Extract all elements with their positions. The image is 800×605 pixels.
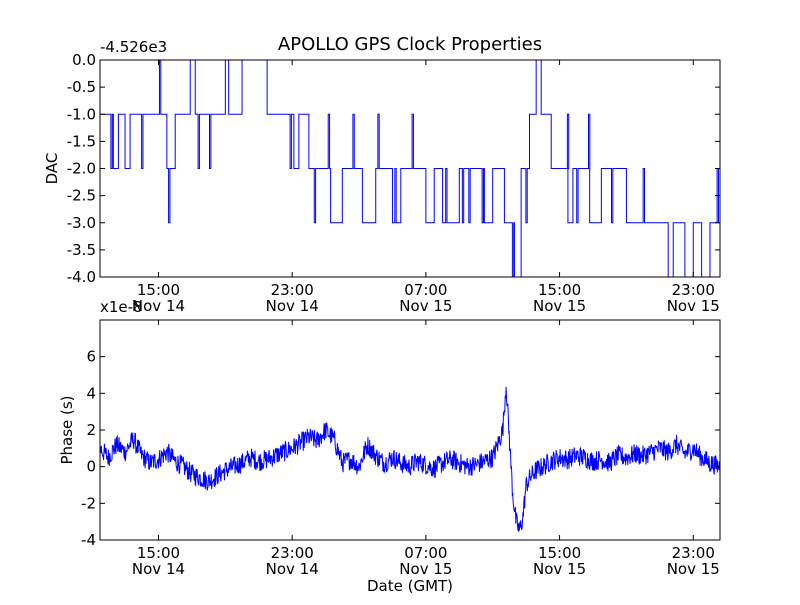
x-tick-label-date: Nov 14 xyxy=(132,560,185,578)
x-tick-label-date: Nov 15 xyxy=(667,560,720,578)
x-tick-label-date: Nov 14 xyxy=(266,297,319,315)
x-tick-label-date: Nov 15 xyxy=(667,297,720,315)
x-tick-label-time: 23:00 xyxy=(271,544,314,562)
y-axis-label: DAC xyxy=(43,153,61,185)
y-tick-label: -1.5 xyxy=(67,132,96,150)
x-tick-label-time: 15:00 xyxy=(538,544,581,562)
y-tick-label: 0.0 xyxy=(72,51,96,69)
x-tick-label-date: Nov 15 xyxy=(533,297,586,315)
y-tick-label: -1.0 xyxy=(67,105,96,123)
x-axis-label: Date (GMT) xyxy=(367,577,453,595)
y-tick-label: -3.0 xyxy=(67,214,96,232)
x-tick-label-date: Nov 14 xyxy=(132,297,185,315)
y-tick-label: 4 xyxy=(86,384,96,402)
x-tick-label-time: 15:00 xyxy=(137,544,180,562)
y-tick-label: -3.5 xyxy=(67,241,96,259)
y-offset-text: x1e-8 xyxy=(100,298,143,316)
x-tick-label-date: Nov 15 xyxy=(533,560,586,578)
x-tick-label-time: 07:00 xyxy=(404,544,447,562)
y-tick-label: -4.0 xyxy=(67,268,96,286)
x-tick-label-time: 23:00 xyxy=(672,544,715,562)
chart-title: APOLLO GPS Clock Properties xyxy=(278,34,542,55)
y-tick-label: 0 xyxy=(86,458,96,476)
y-tick-label: 6 xyxy=(86,348,96,366)
y-tick-label: -2.0 xyxy=(67,160,96,178)
dac-panel: 0.0 -0.5 -1.0 -1.5 -2.0 -2.5 -3.0 -3.5 -4.0 15:00… xyxy=(43,38,721,315)
y-tick-label: -2 xyxy=(81,494,96,512)
y-tick-label: 2 xyxy=(86,421,96,439)
data-line xyxy=(100,386,720,533)
x-tick-label-date: Nov 15 xyxy=(399,560,452,578)
y-tick-label: -4 xyxy=(81,531,96,549)
x-tick-label-time: 23:00 xyxy=(672,281,715,299)
data-line xyxy=(100,60,720,277)
x-tick-label-time: 15:00 xyxy=(538,281,581,299)
x-tick-label-date: Nov 14 xyxy=(266,560,319,578)
x-tick-label-time: 07:00 xyxy=(404,281,447,299)
y-offset-text: -4.526e3 xyxy=(100,38,167,56)
x-tick-label-time: 23:00 xyxy=(271,281,314,299)
y-axis-label: Phase (s) xyxy=(58,395,76,464)
x-tick-label-date: Nov 15 xyxy=(399,297,452,315)
y-tick-label: -2.5 xyxy=(67,187,96,205)
x-tick-label-time: 15:00 xyxy=(137,281,180,299)
y-tick-label: -0.5 xyxy=(67,78,96,96)
